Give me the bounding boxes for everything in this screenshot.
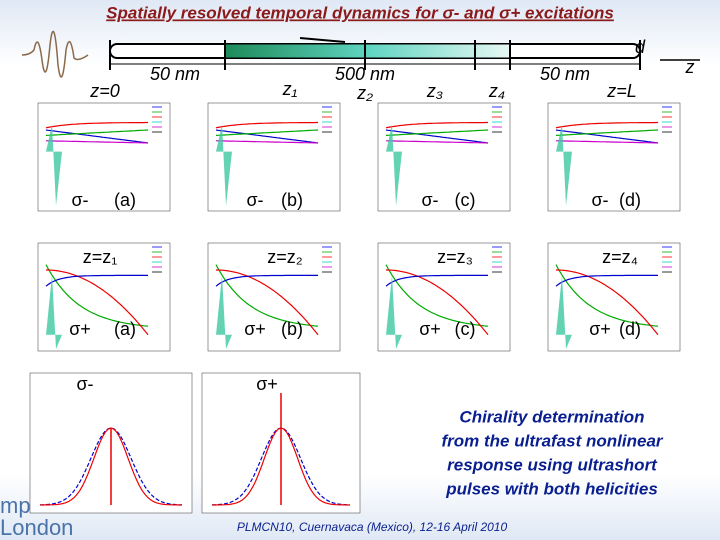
dynamics-plot <box>547 102 681 212</box>
pulse-spike <box>556 275 572 349</box>
footer: PLMCN10, Cuernavaca (Mexico), 12-16 Apri… <box>237 520 508 534</box>
pulse-icon <box>21 30 89 78</box>
pulse-spike <box>386 124 402 206</box>
diagram-label: 500 nm <box>335 64 395 84</box>
plot-curve <box>385 264 489 327</box>
position-label: z=z₂ <box>267 247 303 267</box>
spectrum-plot <box>29 372 193 514</box>
excitation-label: σ- <box>246 190 263 210</box>
excitation-label: σ- <box>71 190 88 210</box>
position-label: z=z₃ <box>437 247 473 267</box>
logo-text: mp <box>0 493 31 518</box>
plot-curve <box>555 121 658 129</box>
dynamics-plot <box>37 102 171 212</box>
pulse-spike <box>216 275 232 349</box>
plot-curve <box>385 274 488 287</box>
spectrum-curve <box>39 427 183 506</box>
panel-tag: (a) <box>114 319 136 339</box>
plot-frame <box>207 242 341 352</box>
dynamics-plot <box>37 242 171 352</box>
plot-curve <box>216 140 319 144</box>
note-line: response using ultrashort <box>447 455 658 474</box>
logo-text: London <box>0 515 73 540</box>
slide-title: Spatially resolved temporal dynamics for… <box>106 3 614 22</box>
excitation-label: σ- <box>421 190 438 210</box>
plot-curve <box>555 129 659 144</box>
plot-curve <box>45 264 149 327</box>
diagram-label: z₁ <box>282 79 298 99</box>
plot-curve <box>385 121 488 129</box>
plot-frame <box>547 242 681 352</box>
diagram-label: d <box>635 37 646 57</box>
plot-curve <box>46 269 149 336</box>
excitation-label: σ+ <box>69 319 91 339</box>
position-label: z=z₄ <box>602 247 638 267</box>
plot-frame <box>37 242 171 352</box>
pulse-spike <box>556 124 572 206</box>
pulse-spike <box>46 275 62 349</box>
diagram-label: z₃ <box>426 81 443 101</box>
plot-curve <box>215 121 318 129</box>
pulse-spike <box>46 124 62 206</box>
plot-curve <box>45 274 148 287</box>
dynamics-plot <box>207 242 341 352</box>
diagram-label: 50 nm <box>150 64 200 84</box>
panel-tag: (a) <box>114 190 136 210</box>
plot-curve <box>385 129 489 136</box>
panel-tag: (c) <box>455 190 476 210</box>
excitation-label: σ- <box>591 190 608 210</box>
excitation-label: σ+ <box>589 319 611 339</box>
panel-tag: (d) <box>619 190 641 210</box>
spectrum-label: σ+ <box>256 374 278 394</box>
plot-curve <box>45 129 149 144</box>
plot-curve <box>46 140 149 144</box>
diagram-label: 50 nm <box>540 64 590 84</box>
pulse-spike <box>386 275 402 349</box>
diagram-label: z₂ <box>356 83 373 103</box>
plot-curve <box>215 264 319 327</box>
panel-tag: (d) <box>619 319 641 339</box>
dynamics-plot <box>207 102 341 212</box>
pulse-spike <box>216 124 232 206</box>
plot-curve <box>215 129 319 136</box>
plot-curve <box>385 129 489 144</box>
note-line: pulses with both helicities <box>445 479 658 498</box>
note-line: Chirality determination <box>459 407 644 426</box>
plot-curve <box>555 274 658 287</box>
dynamics-plot <box>547 242 681 352</box>
plot-curve <box>555 129 659 136</box>
dynamics-plot <box>377 242 511 352</box>
plot-curve <box>556 269 659 336</box>
diagram-label: z=0 <box>89 81 120 101</box>
spectrum-plot <box>201 372 361 514</box>
plot-curve <box>215 129 319 144</box>
panel-tag: (b) <box>281 190 303 210</box>
plot-curve <box>386 269 489 336</box>
plot-curve <box>555 264 659 327</box>
panel-tag: (b) <box>281 319 303 339</box>
excitation-label: σ+ <box>244 319 266 339</box>
excitation-label: σ+ <box>419 319 441 339</box>
plot-curve <box>215 274 318 287</box>
plot-frame <box>377 242 511 352</box>
plot-curve <box>45 121 148 129</box>
diagram-label: z=L <box>606 81 637 101</box>
diagram-label: z₄ <box>488 81 505 101</box>
note-line: from the ultrafast nonlinear <box>441 431 663 450</box>
diagram-label: z <box>685 57 695 77</box>
plot-curve <box>45 129 149 136</box>
dynamics-plot <box>377 102 511 212</box>
plot-curve <box>216 269 319 336</box>
panel-tag: (c) <box>455 319 476 339</box>
plot-curve <box>386 140 489 144</box>
plot-curve <box>556 140 659 144</box>
waveguide <box>109 37 700 70</box>
position-label: z=z₁ <box>83 247 118 267</box>
spectrum-label: σ- <box>76 374 93 394</box>
